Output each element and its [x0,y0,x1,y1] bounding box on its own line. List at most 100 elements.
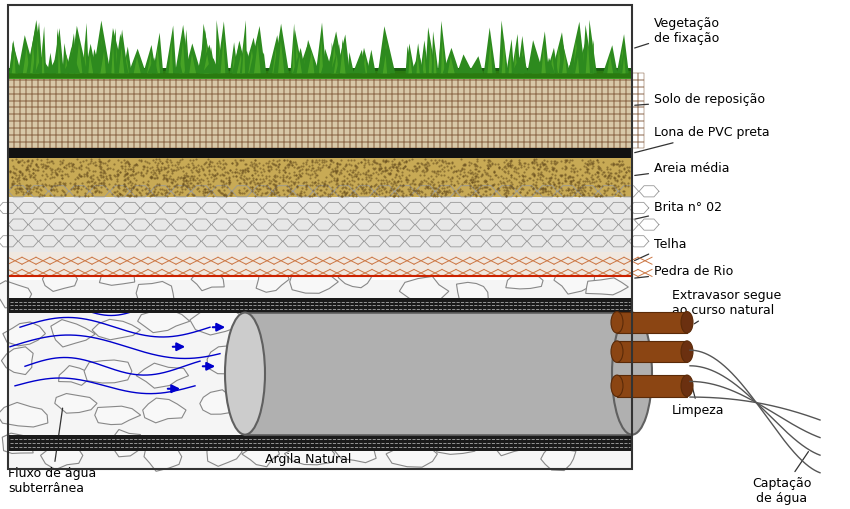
Point [527,176,541,184]
Point [268,177,281,185]
Bar [236,115,242,121]
Point [431,166,445,175]
Point [438,189,451,197]
Point [245,171,258,179]
Point [385,161,399,169]
Bar [20,87,26,94]
Point [378,162,392,171]
Polygon shape [298,44,314,73]
Bar [92,142,98,149]
Bar [404,80,410,87]
Point [326,186,339,194]
Point [324,156,337,164]
Point [360,173,373,181]
Bar [422,121,428,128]
Point [427,175,440,183]
Point [564,191,577,199]
Point [485,181,499,189]
Point [36,172,49,180]
Point [517,167,530,176]
Point [302,162,315,170]
Polygon shape [126,56,129,73]
Point [160,157,173,165]
Point [11,157,25,165]
Point [387,163,400,171]
Bar [44,73,50,80]
Point [563,172,576,180]
Bar [80,121,86,128]
Point [83,159,97,167]
Polygon shape [48,53,54,73]
Bar [524,107,530,115]
Polygon shape [416,54,420,73]
Point [152,168,166,177]
Point [411,159,424,167]
Point [101,157,115,165]
Polygon shape [257,52,266,73]
Point [357,155,371,163]
Polygon shape [532,52,539,73]
Bar [122,135,128,142]
Polygon shape [76,54,79,73]
Polygon shape [218,39,221,73]
Point [44,170,58,178]
Point [284,184,298,192]
Point [429,159,443,167]
Point [408,165,422,173]
Point [232,169,246,177]
Bar [530,135,536,142]
Bar [302,87,308,94]
Bar [218,80,224,87]
Point [281,163,295,171]
Point [122,162,135,171]
Point [502,176,516,184]
Bar [554,142,560,149]
Point [477,156,490,164]
Bar [602,107,608,115]
Point [412,163,426,172]
Point [344,156,358,164]
Polygon shape [285,443,334,465]
Point [126,184,139,192]
Point [574,175,587,183]
Point [364,174,377,182]
Bar [122,128,128,135]
Point [343,180,357,188]
Bar [518,142,524,149]
Bar [542,107,548,115]
Point [109,188,122,196]
Point [479,177,493,185]
Point [548,184,562,192]
Point [47,159,60,167]
Point [157,162,171,171]
Point [278,177,292,185]
Bar [398,101,404,107]
Point [387,192,400,200]
Bar [206,115,212,121]
Point [409,162,422,170]
Point [377,167,390,176]
Point [501,167,514,175]
Point [146,189,160,197]
Bar [74,128,80,135]
Point [186,174,200,182]
Point [432,156,445,164]
Polygon shape [71,26,88,73]
Point [533,189,547,197]
Point [295,184,309,192]
Bar [590,73,596,80]
Bar [212,87,218,94]
Point [449,166,462,175]
Point [423,180,437,188]
Bar [245,313,632,435]
Point [561,174,575,182]
Bar [38,101,44,107]
Point [26,168,40,177]
Point [564,173,577,181]
Point [264,162,277,171]
Point [591,190,604,199]
Polygon shape [109,28,116,73]
Point [439,188,453,196]
Bar [296,121,302,128]
Bar [626,101,632,107]
